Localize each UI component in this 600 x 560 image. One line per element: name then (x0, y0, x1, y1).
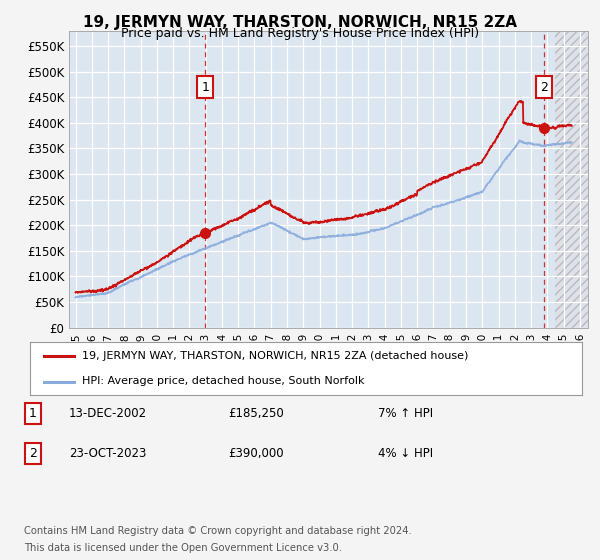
Text: 23-OCT-2023: 23-OCT-2023 (69, 447, 146, 460)
Text: Contains HM Land Registry data © Crown copyright and database right 2024.: Contains HM Land Registry data © Crown c… (24, 526, 412, 536)
Text: £185,250: £185,250 (228, 407, 284, 420)
Text: 4% ↓ HPI: 4% ↓ HPI (378, 447, 433, 460)
Text: 19, JERMYN WAY, THARSTON, NORWICH, NR15 2ZA (detached house): 19, JERMYN WAY, THARSTON, NORWICH, NR15 … (82, 351, 469, 361)
Bar (556, 31, 600, 328)
Text: £390,000: £390,000 (228, 447, 284, 460)
Text: 1: 1 (29, 407, 37, 420)
Text: 19, JERMYN WAY, THARSTON, NORWICH, NR15 2ZA: 19, JERMYN WAY, THARSTON, NORWICH, NR15 … (83, 15, 517, 30)
Text: This data is licensed under the Open Government Licence v3.0.: This data is licensed under the Open Gov… (24, 543, 342, 553)
Text: 13-DEC-2002: 13-DEC-2002 (69, 407, 147, 420)
Text: Price paid vs. HM Land Registry's House Price Index (HPI): Price paid vs. HM Land Registry's House … (121, 27, 479, 40)
Text: HPI: Average price, detached house, South Norfolk: HPI: Average price, detached house, Sout… (82, 376, 365, 386)
Text: 2: 2 (29, 447, 37, 460)
Bar (556, 31, 600, 328)
Text: 7% ↑ HPI: 7% ↑ HPI (378, 407, 433, 420)
Text: 2: 2 (540, 81, 548, 94)
Text: 1: 1 (201, 81, 209, 94)
